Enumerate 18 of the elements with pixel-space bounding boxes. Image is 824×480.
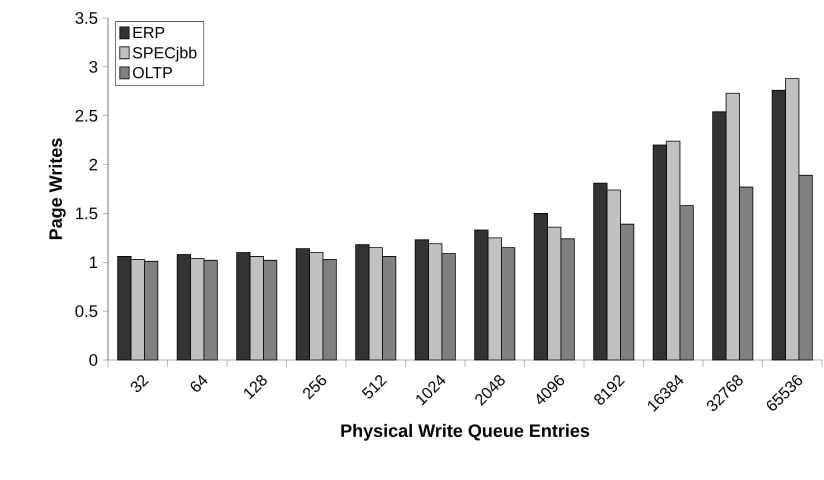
x-tick-label: 64	[190, 374, 208, 392]
y-tick-label: 2.5	[76, 110, 98, 122]
y-tick-label: 2	[90, 158, 98, 170]
x-tick-label: 256	[303, 375, 326, 400]
x-tick-label: 512	[362, 375, 387, 398]
legend-label: ERP	[134, 27, 164, 38]
x-axis-title: Physical Write Queue Entries	[341, 424, 590, 441]
y-tick-label: 3	[89, 60, 98, 73]
y-tick-label: 3.5	[75, 12, 98, 24]
legend-label: OLTP	[132, 66, 172, 78]
y-tick-label: 0	[89, 354, 98, 366]
legend-label: SPECjbb	[132, 46, 196, 62]
y-axis-title: Page Writes	[48, 138, 66, 240]
y-tick-label: 1.5	[76, 208, 98, 220]
x-tick-label: 128	[244, 375, 267, 400]
y-tick-label: 0.5	[75, 305, 98, 318]
y-tick-label: 1	[90, 256, 98, 268]
x-tick-label: 32	[130, 375, 149, 392]
